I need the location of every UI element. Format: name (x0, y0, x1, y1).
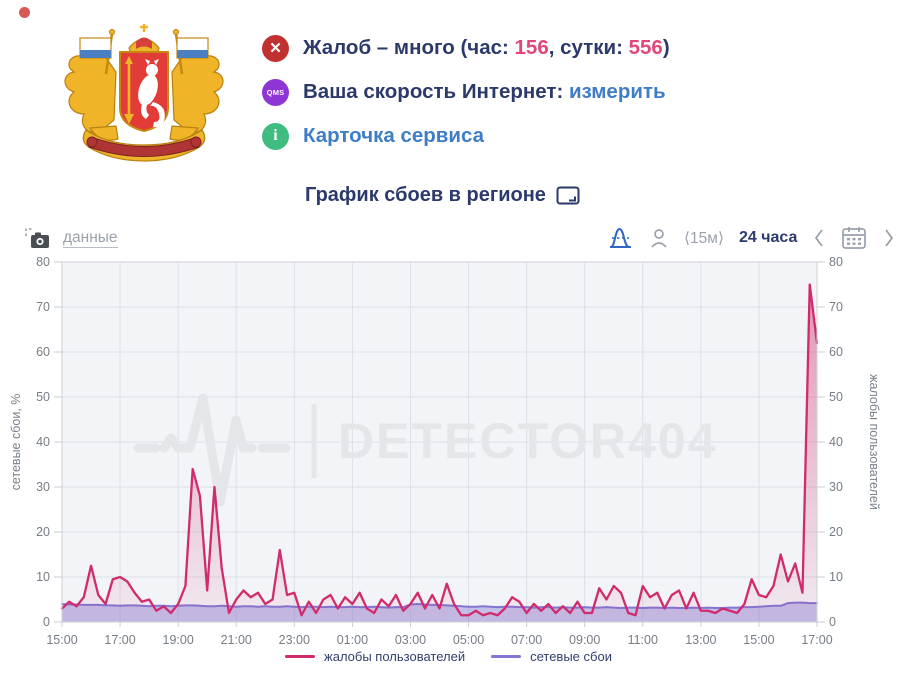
complaints-status-row: ✕ Жалоб – много (час: 156, сутки: 556) (262, 33, 670, 63)
complaints-line-swatch (285, 655, 316, 658)
svg-text:17:00: 17:00 (104, 633, 135, 647)
chart-legend: жалобы пользователей сетевые сбои (0, 649, 897, 664)
svg-text:50: 50 (36, 390, 50, 404)
svg-text:DETECTOR404: DETECTOR404 (338, 413, 718, 469)
svg-text:01:00: 01:00 (337, 633, 368, 647)
svg-text:60: 60 (36, 345, 50, 359)
svg-text:03:00: 03:00 (395, 633, 426, 647)
svg-text:50: 50 (829, 390, 843, 404)
info-icon: i (262, 122, 289, 150)
left-axis-title: сетевые сбои, % (9, 393, 23, 491)
svg-text:30: 30 (36, 480, 50, 494)
left-flag (79, 29, 115, 75)
speed-test-row: QMS Ваша скорость Интернет: измерить (262, 77, 666, 107)
time-range-selector[interactable]: 24 часа (739, 229, 798, 246)
svg-text:15:00: 15:00 (46, 633, 77, 647)
distribution-mode-icon[interactable] (606, 224, 634, 252)
speed-test-label: Ваша скорость Интернет: (303, 80, 569, 103)
svg-text:70: 70 (36, 300, 50, 314)
svg-text:13:00: 13:00 (685, 633, 716, 647)
svg-text:17:00: 17:00 (801, 633, 832, 647)
svg-text:70: 70 (829, 300, 843, 314)
svg-text:23:00: 23:00 (279, 633, 310, 647)
svg-text:40: 40 (36, 435, 50, 449)
region-coat-of-arms (64, 24, 224, 162)
user-icon[interactable] (649, 226, 669, 250)
qms-icon-label: QMS (266, 87, 285, 97)
x-icon: ✕ (269, 40, 282, 57)
chart-title: График сбоев в регионе (305, 184, 546, 206)
svg-text:80: 80 (36, 255, 50, 269)
svg-text:09:00: 09:00 (569, 633, 600, 647)
svg-text:15:00: 15:00 (743, 633, 774, 647)
complaints-prefix: Жалоб – много (час: (303, 36, 515, 59)
svg-text:11:00: 11:00 (628, 633, 658, 647)
measure-speed-link[interactable]: измерить (568, 80, 666, 103)
service-card-text: Карточка сервиса (303, 124, 484, 148)
screenshot-camera-icon[interactable] (24, 226, 52, 252)
svg-text:40: 40 (829, 435, 843, 449)
sable-figure (138, 59, 165, 128)
corner-marker-dot (19, 7, 30, 18)
complaints-middle: , сутки: (548, 36, 629, 59)
complaints-suffix: ) (662, 36, 670, 59)
complaints-error-icon: ✕ (262, 34, 289, 62)
right-axis-title: жалобы пользователей (867, 374, 881, 510)
complaints-day-count: 556 (628, 36, 663, 59)
qms-icon: QMS (262, 78, 289, 106)
chart-title-row: График сбоев в регионе (305, 184, 580, 207)
svg-text:0: 0 (43, 615, 50, 629)
legend-label-complaints: жалобы пользователей (324, 649, 466, 664)
shield (119, 51, 169, 133)
svg-text:10: 10 (829, 570, 843, 584)
failures-line-swatch (491, 655, 522, 658)
right-flag (173, 29, 209, 75)
svg-text:21:00: 21:00 (221, 633, 252, 647)
complaints-status-text: Жалоб – много (час: 156, сутки: 556) (303, 36, 670, 60)
svg-text:05:00: 05:00 (453, 633, 484, 647)
legend-item-failures[interactable]: сетевые сбои (491, 649, 612, 664)
chart-toolbar: ⟨15м⟩ 24 часа (606, 224, 896, 252)
failures-chart[interactable]: DETECTOR404 0 0 10 10 20 20 30 30 40 40 50 50 60 60 70 7… (0, 252, 897, 652)
info-icon-glyph: i (273, 127, 278, 144)
base-ornament (82, 129, 206, 162)
svg-text:0: 0 (829, 615, 836, 629)
svg-text:20: 20 (36, 525, 50, 539)
monitor-icon[interactable] (556, 186, 580, 206)
svg-text:60: 60 (829, 345, 843, 359)
svg-text:80: 80 (829, 255, 843, 269)
calendar-icon[interactable] (841, 225, 867, 251)
speed-test-text: Ваша скорость Интернет: измерить (303, 80, 666, 104)
svg-text:10: 10 (36, 570, 50, 584)
svg-text:20: 20 (829, 525, 843, 539)
calendar-prev-icon[interactable] (812, 226, 826, 250)
complaints-hour-count: 156 (514, 36, 549, 59)
svg-text:30: 30 (829, 480, 843, 494)
svg-text:07:00: 07:00 (511, 633, 542, 647)
calendar-next-icon[interactable] (882, 226, 896, 250)
legend-item-complaints[interactable]: жалобы пользователей (285, 649, 465, 664)
service-card-row: i Карточка сервиса (262, 121, 484, 151)
data-link[interactable]: данные (63, 229, 118, 248)
interval-selector[interactable]: ⟨15м⟩ (684, 229, 724, 247)
legend-label-failures: сетевые сбои (530, 649, 612, 664)
svg-text:19:00: 19:00 (163, 633, 194, 647)
service-card-link[interactable]: Карточка сервиса (303, 124, 485, 147)
